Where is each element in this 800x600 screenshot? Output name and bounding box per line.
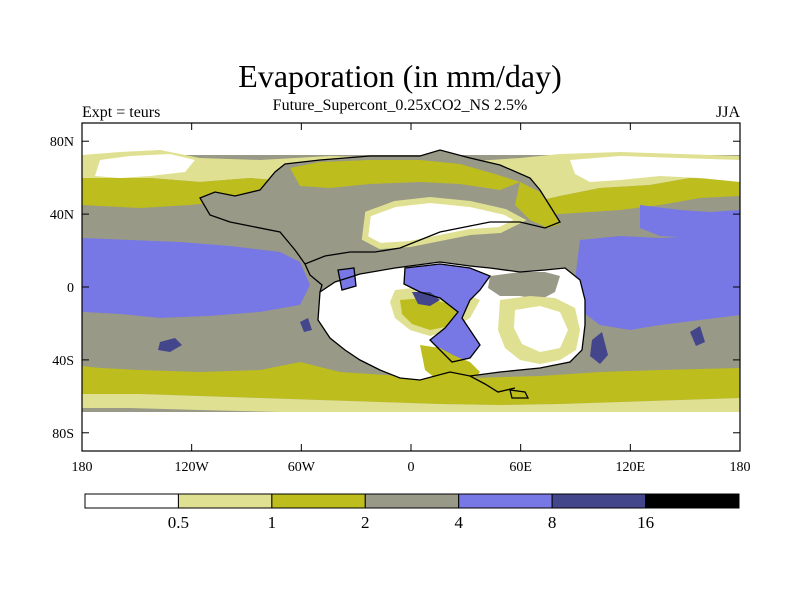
y-tick-label: 80N [50, 135, 74, 150]
colorbar-label: 1 [268, 513, 277, 532]
y-axis: 80N 40N 0 40S 80S [50, 135, 740, 442]
evaporation-map [82, 123, 740, 451]
continent-southtip-yellow [420, 345, 480, 388]
field-dark-blue-2 [590, 332, 608, 364]
field-tropical-blue-east [575, 236, 740, 330]
colorbar-bin [458, 493, 553, 509]
plot-title: Evaporation (in mm/day) [238, 58, 562, 94]
x-tick-label: 120E [616, 460, 646, 475]
continent-east-gray [488, 272, 560, 300]
season-label: JJA [715, 104, 740, 121]
colorbar: 0.5 1 2 4 8 16 [84, 493, 740, 532]
field-south-gray [82, 305, 310, 372]
colorbar-label: 2 [361, 513, 370, 532]
x-axis: 180 120W 60W 0 60E 120E 180 [72, 123, 751, 475]
continent-north-white [365, 200, 520, 246]
continent-inland-sea-blue [404, 264, 490, 362]
y-tick-label: 80S [52, 427, 74, 442]
x-tick-label: 60W [288, 460, 316, 475]
continent-north-yellow-ring [361, 196, 527, 250]
colorbar-bin [84, 493, 179, 509]
field-tropical-blue [82, 238, 310, 318]
colorbar-bin [551, 493, 647, 509]
field-dark-blue-3 [690, 326, 705, 346]
x-tick-label: 180 [72, 460, 93, 475]
field-south-yellow-light [82, 394, 740, 416]
field-dark-blue-4 [300, 318, 312, 332]
x-tick-label: 180 [730, 460, 751, 475]
x-tick-label: 60E [509, 460, 532, 475]
colorbar-bin [177, 493, 273, 509]
island-central [338, 268, 356, 290]
x-tick-label: 0 [408, 460, 415, 475]
field-south-yellow-mid [82, 362, 740, 405]
colorbar-bin [645, 493, 740, 509]
field-north-white-west [95, 154, 195, 178]
x-tick-label: 120W [175, 460, 210, 475]
y-tick-label: 40S [52, 354, 74, 369]
y-tick-label: 40N [50, 208, 74, 223]
field-dark-blue-1 [158, 338, 182, 352]
colorbar-label: 4 [454, 513, 463, 532]
colorbar-label: 16 [637, 513, 654, 532]
continent-north-east-yellow [515, 182, 560, 228]
experiment-label: Expt = teurs [82, 104, 161, 121]
plot-subtitle: Future_Supercont_0.25xCO2_NS 2.5% [272, 97, 528, 114]
colorbar-label: 8 [548, 513, 557, 532]
field-tropical-blue-east2 [640, 205, 740, 240]
colorbar-bin [364, 493, 460, 509]
continent-east-white [514, 306, 568, 352]
colorbar-bin [271, 493, 366, 509]
continent-south-yellow-mid [400, 298, 462, 330]
continent-north-yellow [290, 160, 520, 190]
field-north-white-east [570, 156, 740, 182]
colorbar-label: 0.5 [168, 513, 189, 532]
coastline [199, 149, 586, 399]
y-tick-label: 0 [67, 281, 74, 296]
